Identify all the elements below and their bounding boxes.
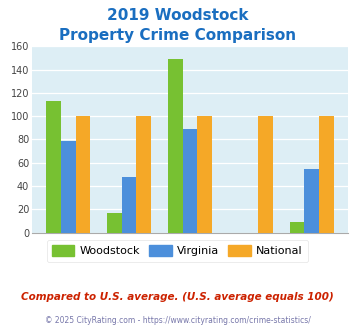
Bar [61, 141, 76, 233]
Bar [122, 177, 136, 233]
Bar [319, 116, 334, 233]
Text: 2019 Woodstock: 2019 Woodstock [107, 8, 248, 23]
Bar [290, 222, 304, 233]
Bar [304, 169, 319, 233]
Text: © 2025 CityRating.com - https://www.cityrating.com/crime-statistics/: © 2025 CityRating.com - https://www.city… [45, 316, 310, 325]
Bar [76, 116, 90, 233]
Bar [168, 59, 182, 233]
Bar [46, 101, 61, 233]
Text: Compared to U.S. average. (U.S. average equals 100): Compared to U.S. average. (U.S. average … [21, 292, 334, 302]
Legend: Woodstock, Virginia, National: Woodstock, Virginia, National [47, 240, 308, 262]
Bar [258, 116, 273, 233]
Bar [107, 213, 122, 233]
Bar [182, 129, 197, 233]
Text: Property Crime Comparison: Property Crime Comparison [59, 28, 296, 43]
Bar [197, 116, 212, 233]
Bar [136, 116, 151, 233]
